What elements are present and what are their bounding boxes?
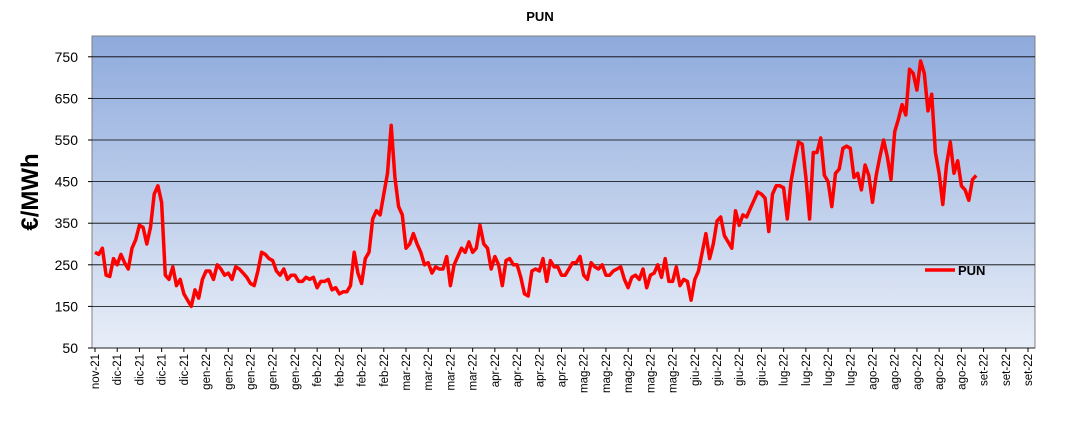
y-tick-label: 750 [55,49,79,65]
x-tick-label: ago-22 [934,354,946,390]
y-axis-label: €/MWh [17,153,44,230]
x-tick-label: dic-21 [134,354,146,385]
x-tick-label: gen-22 [268,354,280,390]
x-tick-label: mag-22 [668,354,680,393]
x-tick-label: set-22 [979,354,991,386]
x-tick-label: ago-22 [868,354,880,390]
x-tick-label: lug-22 [779,354,791,386]
x-tick-label: nov-21 [90,354,102,389]
x-tick-label: gen-22 [290,354,302,390]
x-tick-label: giu-22 [756,354,768,386]
x-tick-label: feb-22 [379,354,391,387]
x-tick-label: set-22 [1001,354,1013,386]
x-tick-label: apr-22 [534,354,546,387]
x-tick-label: gen-22 [201,354,213,390]
x-tick-label: mag-22 [601,354,613,393]
x-tick-label: ago-22 [890,354,902,390]
x-tick-label: giu-22 [712,354,724,386]
y-tick-label: 150 [55,298,79,314]
x-tick-label: gen-22 [223,354,235,390]
y-tick-label: 450 [55,174,79,190]
x-tick-label: giu-22 [690,354,702,386]
y-tick-label: 550 [55,132,79,148]
x-tick-label: mar-22 [468,354,480,390]
series-line [94,59,978,309]
x-tick-label: dic-21 [112,354,124,385]
chart-title: PUN [526,9,553,24]
x-tick-label: mag-22 [623,354,635,393]
x-tick-label: feb-22 [334,354,346,387]
x-tick-label: lug-22 [823,354,835,386]
legend-label: PUN [958,263,985,278]
x-tick-label: mag-22 [645,354,657,393]
x-tick-label: lug-22 [845,354,857,386]
x-tick-label: apr-22 [512,354,524,387]
x-tick-label: mar-22 [423,354,435,390]
x-tick-label: dic-21 [179,354,191,385]
x-tick-label: dic-21 [157,354,169,385]
x-tick-label: mag-22 [579,354,591,393]
x-tick-label: feb-22 [357,354,369,387]
y-tick-label: 350 [55,215,79,231]
y-tick-label: 650 [55,90,79,106]
y-tick-label: 250 [55,257,79,273]
x-tick-label: mar-22 [401,354,413,390]
x-tick-label: mar-22 [445,354,457,390]
x-tick-label: lug-22 [801,354,813,386]
x-tick-label: ago-22 [912,354,924,390]
plot-area [91,35,1036,349]
x-tick-label: giu-22 [734,354,746,386]
x-tick-label: ago-22 [956,354,968,390]
x-tick-label: apr-22 [557,354,569,387]
y-tick-label: 50 [62,340,78,356]
x-tick-label: feb-22 [312,354,324,387]
x-tick-label: apr-22 [490,354,502,387]
x-tick-label: gen-22 [246,354,258,390]
x-tick-label: set-22 [1023,354,1035,386]
